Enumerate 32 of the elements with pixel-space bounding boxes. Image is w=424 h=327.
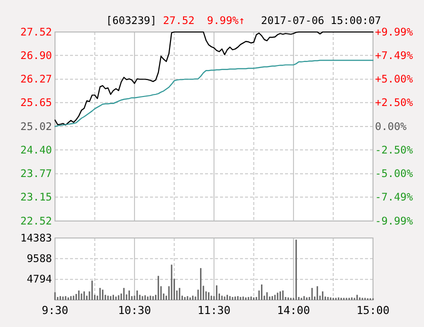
x-tick-label: 10:30 bbox=[118, 304, 152, 317]
y2-tick-label: -7.49% bbox=[375, 192, 414, 204]
y2-tick-label: -9.99% bbox=[375, 215, 414, 228]
x-tick-label: 11:30 bbox=[197, 304, 231, 317]
y-tick-label: 22.52 bbox=[20, 215, 52, 228]
y-tick-label: 27.52 bbox=[20, 26, 52, 38]
y2-tick-label: +5.00% bbox=[375, 74, 414, 86]
x-tick-label: 9:30 bbox=[42, 304, 68, 317]
y-tick-label: 26.90 bbox=[20, 50, 52, 62]
chart-title: [603239] bbox=[106, 15, 157, 27]
x-tick-label: 15:00 bbox=[356, 304, 390, 317]
y-tick-label: 23.77 bbox=[20, 168, 52, 180]
y2-tick-label: -5.00% bbox=[375, 168, 414, 180]
line-series bbox=[54, 31, 374, 126]
y-tick-label: 4794 bbox=[26, 274, 52, 286]
y2-tick-label: +7.49% bbox=[375, 50, 414, 62]
line-series bbox=[54, 60, 374, 128]
y2-tick-label: +2.50% bbox=[375, 97, 414, 110]
y-tick-label: 26.27 bbox=[20, 74, 52, 86]
y-tick-label: 24.40 bbox=[20, 144, 52, 156]
text: 2017-07-06 15:00:07 bbox=[261, 15, 382, 27]
text: 9.99%↑ bbox=[207, 15, 245, 27]
y2-tick-label: +9.99% bbox=[375, 26, 414, 38]
y-tick-label: 9588 bbox=[26, 253, 52, 266]
y-tick-label: 25.65 bbox=[20, 97, 52, 110]
y-tick-label: 23.15 bbox=[20, 192, 52, 204]
y-tick-label: 25.02 bbox=[20, 120, 52, 133]
text: 27.52 bbox=[163, 15, 195, 27]
x-tick-label: 14:00 bbox=[276, 304, 310, 317]
y-tick-label: 14383 bbox=[20, 232, 52, 244]
y2-tick-label: -2.50% bbox=[375, 144, 414, 157]
y2-tick-label: 0.00% bbox=[375, 120, 408, 133]
